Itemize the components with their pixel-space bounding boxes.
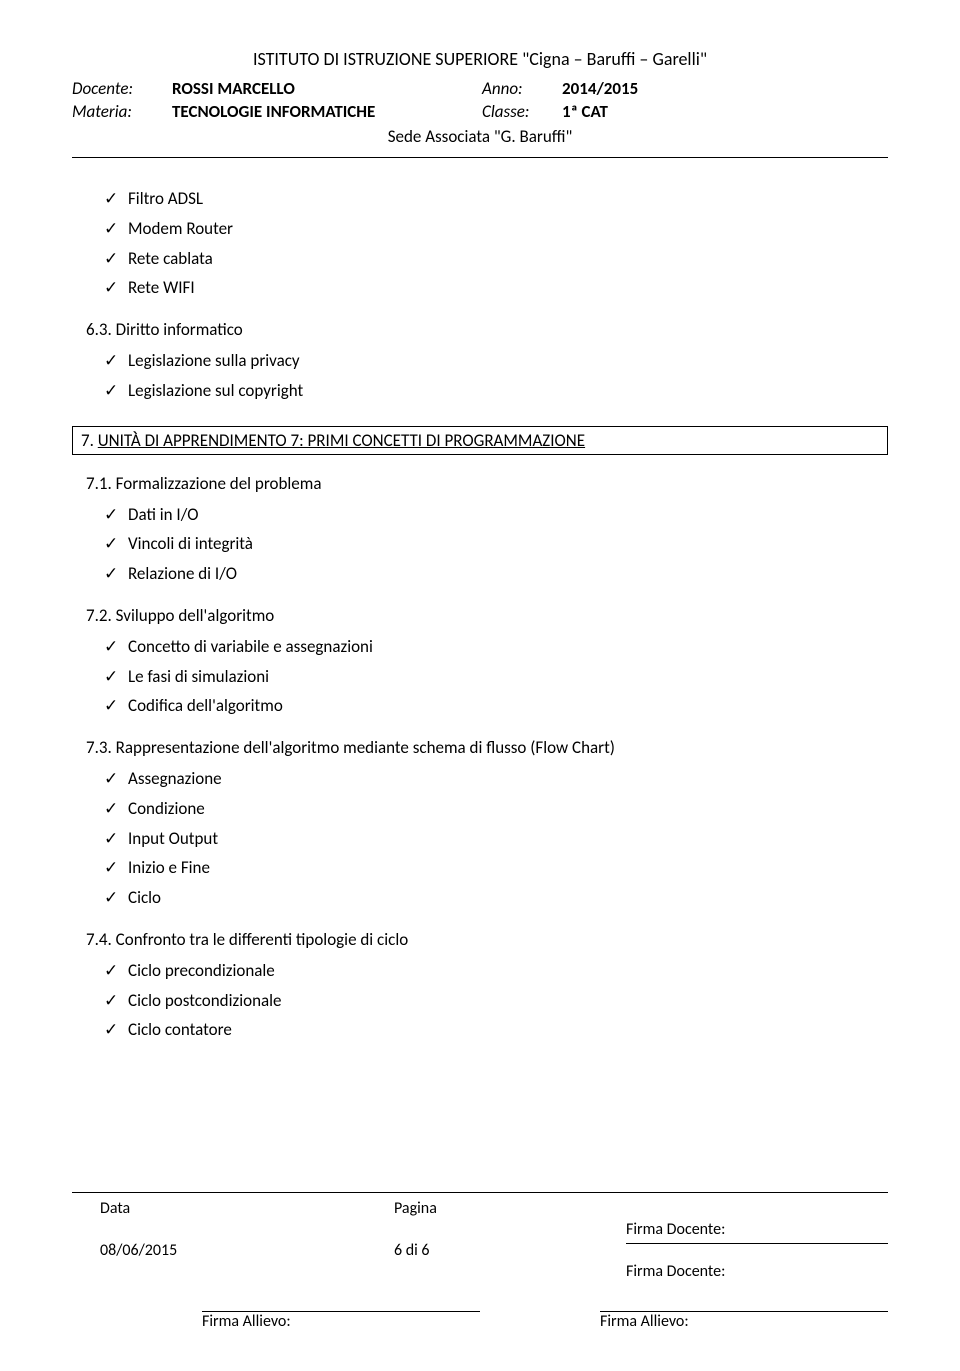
list-item: Rete WIFI (128, 273, 888, 303)
list-item: Concetto di variabile e assegnazioni (128, 632, 888, 662)
footer-pagina-value: 6 di 6 (344, 1241, 616, 1260)
list-item: Le fasi di simulazioni (128, 662, 888, 692)
footer-data-label: Data (72, 1199, 344, 1218)
list-item: Modem Router (128, 214, 888, 244)
list-item: Codifica dell'algoritmo (128, 691, 888, 721)
section-7-1-heading: 7.1. Formalizzazione del problema (72, 473, 888, 494)
section-7-2-heading: 7.2. Sviluppo dell'algoritmo (72, 605, 888, 626)
header-divider (72, 157, 888, 158)
unit-7-prefix: 7. (81, 430, 98, 451)
docente-value: ROSSI MARCELLO (172, 78, 482, 99)
docente-label: Docente: (72, 78, 172, 99)
list-item: Ciclo contatore (128, 1015, 888, 1045)
page-footer: Data Pagina Firma Docente: 08/06/2015 6 … (72, 1192, 888, 1331)
list-item: Vincoli di integrità (128, 529, 888, 559)
classe-label: Classe: (482, 101, 562, 122)
sede-associata: Sede Associata "G. Baruffi" (72, 126, 888, 147)
meta-row-materia: Materia: TECNOLOGIE INFORMATICHE Classe:… (72, 101, 888, 122)
list-item: Assegnazione (128, 764, 888, 794)
unit-7-box: 7. UNITÀ DI APPRENDIMENTO 7: PRIMI CONCE… (72, 426, 888, 455)
section-6-3-list: Legislazione sulla privacy Legislazione … (72, 346, 888, 406)
institute-title: ISTITUTO DI ISTRUZIONE SUPERIORE "Cigna … (72, 48, 888, 70)
intro-list: Filtro ADSL Modem Router Rete cablata Re… (72, 184, 888, 303)
materia-value: TECNOLOGIE INFORMATICHE (172, 101, 482, 122)
section-7-4-list: Ciclo precondizionale Ciclo postcondizio… (72, 956, 888, 1045)
section-7-2-list: Concetto di variabile e assegnazioni Le … (72, 632, 888, 721)
section-7-3-heading: 7.3. Rappresentazione dell'algoritmo med… (72, 737, 888, 758)
list-item: Legislazione sulla privacy (128, 346, 888, 376)
footer-firma-docente-2: Firma Docente: (616, 1262, 888, 1281)
list-item: Filtro ADSL (128, 184, 888, 214)
list-item: Condizione (128, 794, 888, 824)
footer-firma-docente-1: Firma Docente: (616, 1220, 888, 1239)
footer-divider (72, 1192, 888, 1193)
materia-label: Materia: (72, 101, 172, 122)
section-6-3-heading: 6.3. Diritto informatico (72, 319, 888, 340)
anno-label: Anno: (482, 78, 562, 99)
section-7-3-list: Assegnazione Condizione Input Output Ini… (72, 764, 888, 913)
meta-row-docente: Docente: ROSSI MARCELLO Anno: 2014/2015 (72, 78, 888, 99)
list-item: Rete cablata (128, 244, 888, 274)
unit-7-title: UNITÀ DI APPRENDIMENTO 7: PRIMI CONCETTI… (98, 430, 585, 451)
list-item: Relazione di I/O (128, 559, 888, 589)
section-7-1-list: Dati in I/O Vincoli di integrità Relazio… (72, 500, 888, 589)
list-item: Ciclo precondizionale (128, 956, 888, 986)
footer-pagina-label: Pagina (344, 1199, 616, 1218)
list-item: Dati in I/O (128, 500, 888, 530)
list-item: Ciclo (128, 883, 888, 913)
list-item: Input Output (128, 824, 888, 854)
footer-firma-allievo-2: Firma Allievo: (600, 1312, 888, 1331)
section-7-4-heading: 7.4. Confronto tra le differenti tipolog… (72, 929, 888, 950)
footer-firma-allievo-1: Firma Allievo: (202, 1312, 480, 1331)
list-item: Ciclo postcondizionale (128, 986, 888, 1016)
list-item: Legislazione sul copyright (128, 376, 888, 406)
signature-line (626, 1243, 888, 1244)
anno-value: 2014/2015 (562, 78, 638, 99)
footer-data-value: 08/06/2015 (72, 1241, 344, 1260)
list-item: Inizio e Fine (128, 853, 888, 883)
classe-value: 1ª CAT (562, 101, 608, 122)
